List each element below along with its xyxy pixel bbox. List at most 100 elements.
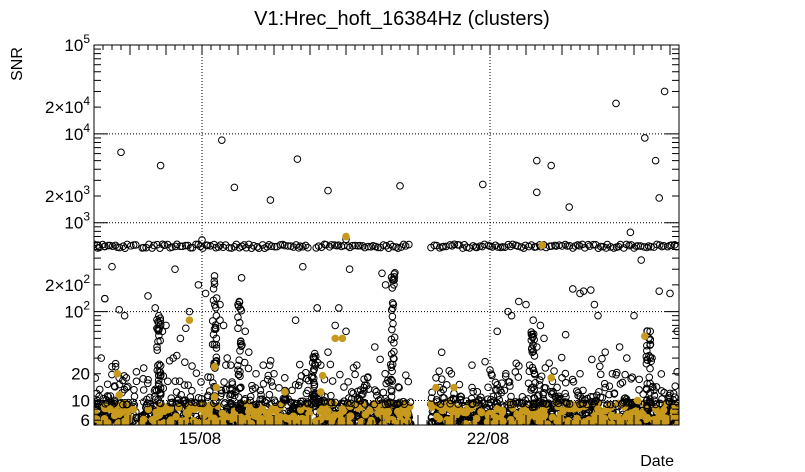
low-spike-point (132, 368, 141, 376)
glitch-column-point (643, 355, 651, 364)
plateau-point (504, 240, 512, 249)
band-point-highlighted (335, 420, 344, 425)
low-spike-point (635, 385, 643, 394)
low-spike-point (347, 399, 355, 408)
low-spike-point (175, 377, 184, 385)
data-point (144, 292, 152, 300)
low-spike-point (130, 392, 139, 401)
low-spike-point (171, 377, 180, 385)
band-point-highlighted (247, 419, 256, 425)
band-point-highlighted (507, 416, 515, 424)
glitch-column-point (527, 345, 536, 353)
glitch-column-point (211, 321, 220, 329)
data-point (241, 327, 249, 336)
low-spike-point (111, 383, 119, 391)
plateau-point (589, 240, 598, 249)
data-point (529, 316, 538, 325)
data-point (673, 368, 679, 376)
x-tick-label: 22/08 (467, 429, 510, 448)
low-spike-point (481, 357, 489, 366)
data-point (371, 343, 379, 351)
plateau-point (491, 241, 500, 250)
glitch-column-point (311, 361, 320, 370)
grid-lines (94, 44, 679, 425)
data-point (590, 300, 599, 309)
data-point (151, 304, 159, 312)
data-point (540, 334, 548, 343)
low-spike-point (351, 370, 359, 379)
data-point (216, 316, 224, 325)
data-point (117, 148, 125, 157)
low-spike-point (393, 399, 402, 408)
data-point (291, 381, 300, 389)
low-spike-point (257, 391, 265, 399)
band-point-highlighted (199, 419, 207, 425)
band-point-highlighted (469, 419, 478, 425)
band-point-highlighted (155, 411, 164, 420)
data-point (331, 321, 340, 330)
glitch-column-point (310, 396, 318, 405)
glitch-column-point (236, 337, 245, 346)
low-spike-point (282, 396, 290, 404)
low-spike-point (383, 376, 392, 385)
y-tick-label: 10 (71, 391, 90, 410)
low-spike-point (265, 361, 274, 370)
low-spike-point (381, 369, 389, 378)
band-point-highlighted (321, 410, 330, 418)
low-spike-point (248, 381, 256, 390)
data-point (266, 196, 275, 204)
data-point (259, 361, 268, 369)
y-tick-label: 2×103 (45, 183, 90, 206)
data-point-highlighted (432, 383, 440, 392)
glitch-column-point (390, 280, 398, 289)
low-spike-point (226, 384, 234, 393)
plateau-point (643, 243, 651, 252)
data-point-highlighted (245, 407, 253, 416)
plateau-point (521, 241, 530, 250)
data-point (558, 374, 566, 382)
low-spike-point (611, 400, 620, 408)
low-spike-point (505, 378, 514, 386)
glitch-column-point (642, 384, 651, 393)
low-spike-point (336, 370, 344, 379)
low-spike-point (220, 378, 228, 386)
glitch-column-point (387, 392, 396, 401)
data-point (457, 393, 466, 401)
low-spike-point (167, 394, 176, 402)
low-spike-point (265, 390, 274, 399)
data-point (608, 369, 617, 378)
low-spike-point (259, 379, 268, 388)
band-point-highlighted (115, 410, 124, 419)
data-point (468, 383, 476, 392)
plateau-point (214, 243, 223, 251)
y-tick-label: 105 (64, 32, 90, 55)
low-spike-point (172, 388, 181, 396)
band-point-highlighted (289, 412, 298, 421)
band-point-highlighted (448, 418, 456, 425)
glitch-column-point (389, 319, 397, 328)
plateau-point (552, 242, 560, 250)
data-point (587, 286, 595, 294)
plateau-point (301, 241, 310, 250)
low-spike-point (132, 377, 141, 386)
band-point-highlighted (361, 410, 370, 419)
glitch-column-point (388, 325, 396, 334)
low-spike-point (370, 400, 379, 409)
glitch-column-point (530, 370, 539, 379)
glitch-column-point (157, 389, 165, 398)
data-point (122, 400, 131, 409)
low-spike-point (110, 396, 119, 405)
low-spike-point (94, 399, 99, 407)
data-point (185, 307, 194, 316)
low-spike-point (524, 379, 533, 388)
data-point-highlighted (317, 388, 325, 396)
data-point (153, 343, 161, 351)
data-point (115, 305, 123, 314)
plateau-point (473, 243, 481, 252)
band-point-highlighted (623, 410, 632, 419)
low-spike-point (588, 355, 596, 364)
glitch-column-point (309, 374, 318, 383)
data-point (227, 361, 235, 369)
glitch-column-point (236, 305, 245, 313)
data-point (218, 136, 226, 144)
